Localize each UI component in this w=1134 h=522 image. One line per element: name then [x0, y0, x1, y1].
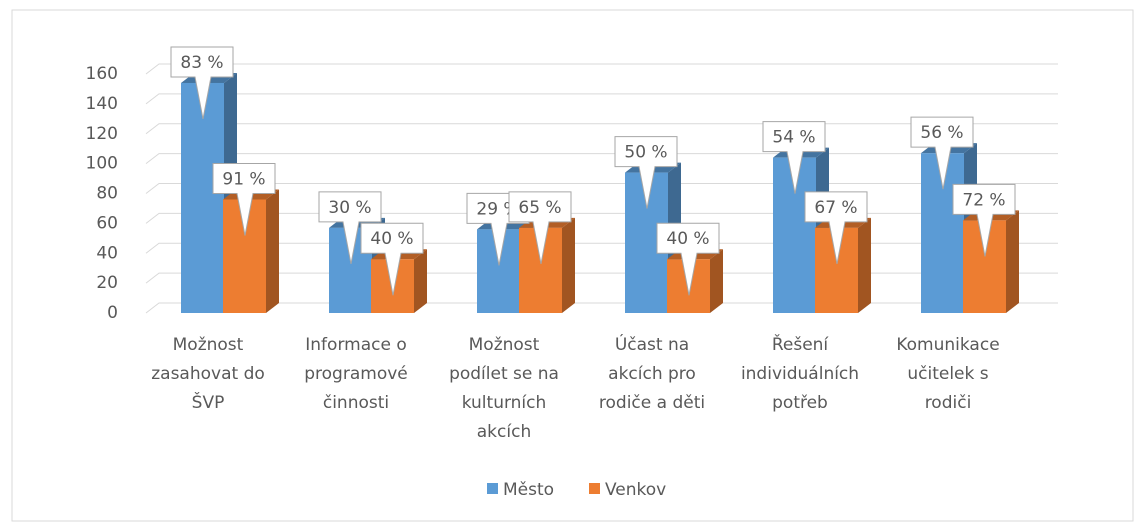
callout-box [910, 116, 974, 190]
legend-swatch [487, 483, 498, 494]
data-label: 67 % [814, 198, 857, 218]
grid-line [145, 123, 1058, 135]
y-tick-label: 100 [86, 154, 118, 174]
callout-box [804, 191, 868, 264]
callout-box [762, 121, 826, 194]
grid-line [145, 93, 1058, 105]
bar [223, 189, 279, 313]
bar-side [414, 249, 427, 313]
grid-line [145, 302, 1058, 314]
y-tick-label: 160 [86, 64, 118, 84]
data-label: 72 % [962, 190, 1005, 210]
callout-box [212, 162, 276, 236]
x-tick-label: Možnost zasahovat do ŠVP [151, 335, 265, 413]
legend-label: Město [503, 480, 554, 500]
callout-box [360, 222, 424, 296]
data-label: 54 % [772, 128, 815, 148]
bar-side [562, 217, 575, 313]
x-tick-label: Účast na akcích pro rodiče a děti [599, 333, 705, 413]
y-tick-label: 80 [96, 184, 118, 204]
y-tick-label: 0 [107, 303, 118, 323]
data-label: 56 % [920, 123, 963, 143]
callout-box [318, 191, 382, 264]
bar-side [858, 217, 871, 313]
bar-side [1006, 210, 1019, 313]
data-label: 91 % [222, 169, 265, 189]
y-tick-label: 140 [86, 94, 118, 114]
callout-box [614, 136, 678, 209]
y-tick-label: 60 [96, 213, 118, 233]
callout-box [170, 46, 234, 120]
y-tick-label: 120 [86, 124, 118, 144]
grid-line [145, 272, 1058, 284]
y-tick-label: 20 [96, 273, 118, 293]
grid-line [145, 212, 1058, 224]
bar-side [266, 189, 279, 313]
x-tick-label: Řešení individuálních potřeb [741, 333, 859, 413]
grid-line [145, 63, 1058, 75]
bar-front [181, 82, 224, 314]
x-tick-label: Informace o programové činnosti [304, 335, 408, 413]
grid-line [145, 242, 1058, 254]
x-tick-label: Komunikace učitelek s rodiči [896, 335, 999, 413]
data-label: 83 % [180, 53, 223, 73]
bar-side [710, 249, 723, 313]
data-label: 65 % [518, 198, 561, 218]
y-tick-label: 40 [96, 243, 118, 263]
callout-box [656, 222, 720, 296]
data-label: 40 % [666, 229, 709, 249]
grid-line [145, 153, 1058, 165]
data-label: 50 % [624, 143, 667, 163]
callout-box [952, 183, 1016, 257]
data-label: 30 % [328, 198, 371, 218]
legend-label: Venkov [605, 480, 666, 500]
callout-box [508, 191, 572, 264]
legend-swatch [589, 483, 600, 494]
data-label: 40 % [370, 229, 413, 249]
x-tick-label: Možnost podílet se na kulturních akcích [449, 335, 559, 442]
grid-line [145, 183, 1058, 194]
